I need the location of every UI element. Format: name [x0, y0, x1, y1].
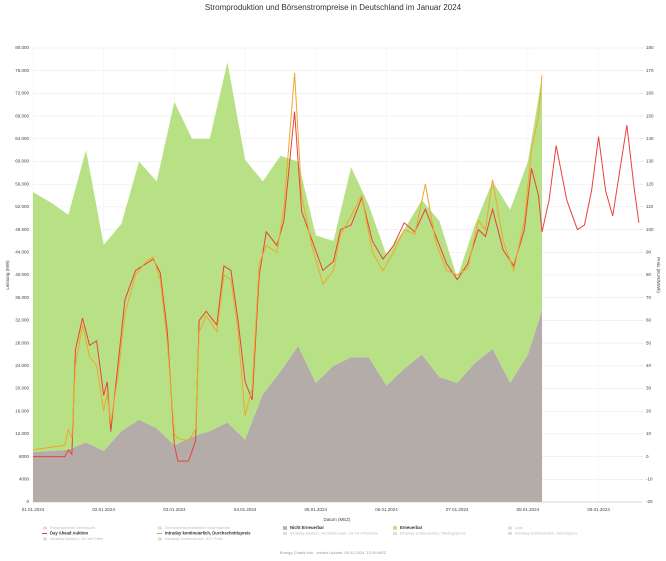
y2-tick-label: 40 [646, 363, 652, 368]
y2-tick-label: 140 [646, 136, 654, 141]
y-tick-label: 28.000 [15, 340, 29, 345]
x-tick-label: 02.01.2024 [92, 507, 115, 512]
line [32, 72, 543, 451]
legend-label: Nicht Erneuerbar [290, 525, 324, 530]
legend-swatch [283, 526, 287, 530]
y2-tick-label: 90 [646, 249, 652, 254]
y2-tick-label: 160 [646, 91, 654, 96]
y-tick-label: 76.000 [15, 68, 29, 73]
legend-swatch [393, 532, 397, 535]
y-tick-label: 52.000 [15, 204, 29, 209]
y-tick-label: 32.000 [15, 318, 29, 323]
y2-axis-title: Preis (EUR/MWh) [656, 257, 661, 293]
y-tick-label: 12.000 [15, 431, 29, 436]
legend-swatch [508, 526, 512, 530]
legend-swatch [158, 537, 162, 541]
legend-label: Grenzüberschreitender Stromhandel [165, 525, 230, 530]
y2-tick-label: 70 [646, 295, 652, 300]
legend-label: Intraday kontinuierlich, ID1-Preis [165, 536, 223, 541]
x-tick-label: 03.01.2024 [163, 507, 186, 512]
y-tick-label: 72.000 [15, 91, 29, 96]
y-tick-label: 16.000 [15, 408, 29, 413]
y2-tick-label: 0 [646, 454, 649, 459]
legend-label: Pumpspeicher Verbrauch [50, 525, 95, 530]
y2-tick-label: -20 [646, 499, 653, 504]
y2-tick-label: 50 [646, 340, 652, 345]
legend-label: Intraday Auktion, 15 min Preis [50, 536, 103, 541]
y-tick-label: 8000 [19, 454, 30, 459]
legend-label: Erneuerbar [400, 525, 423, 530]
y2-tick-label: -10 [646, 476, 653, 481]
x-axis-title: Datum (MEZ) [324, 517, 352, 522]
y-axis-title: Leistung (MW) [5, 260, 10, 290]
y-tick-label: 36.000 [15, 295, 29, 300]
area [33, 310, 543, 502]
legend-swatch [393, 526, 397, 530]
y-tick-label: 64.000 [15, 136, 29, 141]
y2-tick-label: 170 [646, 68, 654, 73]
y2-tick-label: 100 [646, 227, 654, 232]
chart-title: Stromproduktion und Börsenstrompreise in… [205, 3, 462, 12]
y2-tick-label: 150 [646, 113, 654, 118]
legend-swatch [43, 537, 47, 541]
x-tick-label: 07.01.2024 [446, 507, 469, 512]
y-tick-label: 56.000 [15, 181, 29, 186]
y2-tick-label: 80 [646, 272, 652, 277]
legend-swatch [508, 532, 512, 535]
y2-tick-label: 10 [646, 431, 652, 436]
y2-tick-label: 130 [646, 159, 654, 164]
x-tick-label: 05.01.2024 [305, 507, 328, 512]
x-tick-label: 08.01.2024 [517, 507, 540, 512]
x-tick-label: 01.01.2024 [22, 507, 45, 512]
y-tick-label: 24.000 [15, 363, 29, 368]
area [33, 62, 543, 453]
y2-tick-label: 120 [646, 181, 654, 186]
x-tick-label: 06.01.2024 [375, 507, 398, 512]
legend-label: Last [515, 525, 523, 530]
y-tick-label: 4000 [19, 476, 30, 481]
y-tick-label: 60.000 [15, 159, 29, 164]
legend-label: Day Ahead Auktion [50, 531, 89, 536]
x-tick-label: 09.01.2024 [587, 507, 610, 512]
y2-tick-label: 20 [646, 408, 652, 413]
line [33, 111, 640, 462]
y-tick-label: 20.000 [15, 386, 29, 391]
y-tick-label: 48.000 [15, 227, 29, 232]
legend-swatch [158, 526, 162, 530]
y-tick-label: 68.000 [15, 113, 29, 118]
legend-swatch [43, 526, 47, 530]
y2-tick-label: 110 [646, 204, 654, 209]
y2-tick-label: 180 [646, 45, 654, 50]
y2-tick-label: 60 [646, 318, 652, 323]
y-tick-label: 40.000 [15, 272, 29, 277]
legend-label: Intraday Auktion, Viertelstunden, 15 min… [290, 531, 379, 536]
legend-swatch [283, 532, 287, 535]
legend-label: Intraday kontinuierlich, Durchschnittspr… [165, 531, 251, 536]
y-tick-label: 44.000 [15, 249, 29, 254]
legend-label: Intraday kontinuierlich, Niedrigstpreis [400, 531, 466, 536]
y-tick-label: 80.000 [15, 45, 29, 50]
footer: Energy-Charts.info - letztes Update: 09.… [280, 550, 387, 555]
y-tick-label: 0 [26, 499, 29, 504]
y2-tick-label: 30 [646, 386, 652, 391]
x-tick-label: 04.01.2024 [234, 507, 257, 512]
legend-label: Intraday kontinuierlich, Höchstpreis [515, 531, 577, 536]
